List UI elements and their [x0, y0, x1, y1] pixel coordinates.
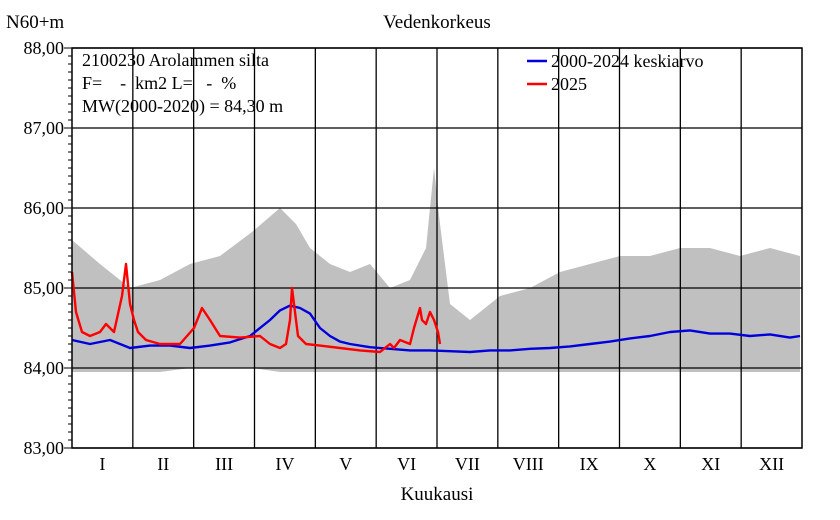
month-label: XII — [759, 454, 784, 474]
y-tick-label: 83,00 — [24, 438, 65, 458]
month-label: III — [215, 454, 233, 474]
legend-label: 2000-2024 keskiarvo — [551, 51, 703, 71]
series-mean-line — [71, 304, 801, 354]
month-label: IV — [275, 454, 294, 474]
y-axis: 83,00 84,00 85,00 86,00 87,00 88,00 — [24, 38, 72, 458]
chart-title: Vedenkorkeus — [383, 12, 491, 33]
month-label: VI — [397, 454, 416, 474]
series-lines — [70, 262, 801, 354]
month-label: I — [99, 454, 105, 474]
series-2025-line — [70, 262, 442, 354]
month-label: IX — [580, 454, 599, 474]
station-name: 2100230 Arolammen silta — [82, 50, 269, 70]
y-tick-label: 87,00 — [24, 118, 65, 138]
mean-water-level: MW(2000-2020) = 84,30 m — [82, 96, 283, 117]
month-label: VIII — [513, 454, 544, 474]
month-label: V — [339, 454, 352, 474]
y-tick-label: 84,00 — [24, 358, 65, 378]
month-label: XI — [701, 454, 720, 474]
y-tick-label: 88,00 — [24, 38, 65, 58]
station-info: 2100230 Arolammen silta F= - km2 L= - % … — [82, 50, 283, 117]
legend: 2000-2024 keskiarvo 2025 — [527, 51, 703, 94]
legend-label: 2025 — [551, 74, 587, 94]
y-tick-label: 85,00 — [24, 278, 65, 298]
area-info: F= - km2 L= - % — [82, 73, 236, 93]
month-label: II — [157, 454, 169, 474]
y-tick-label: 86,00 — [24, 198, 65, 218]
month-label: X — [643, 454, 656, 474]
y-axis-unit-label: N60+m — [6, 12, 64, 33]
x-axis-label: Kuukausi — [401, 484, 474, 505]
x-axis: I II III IV V VI VII VIII IX X XI XII — [99, 454, 784, 474]
month-label: VII — [455, 454, 480, 474]
